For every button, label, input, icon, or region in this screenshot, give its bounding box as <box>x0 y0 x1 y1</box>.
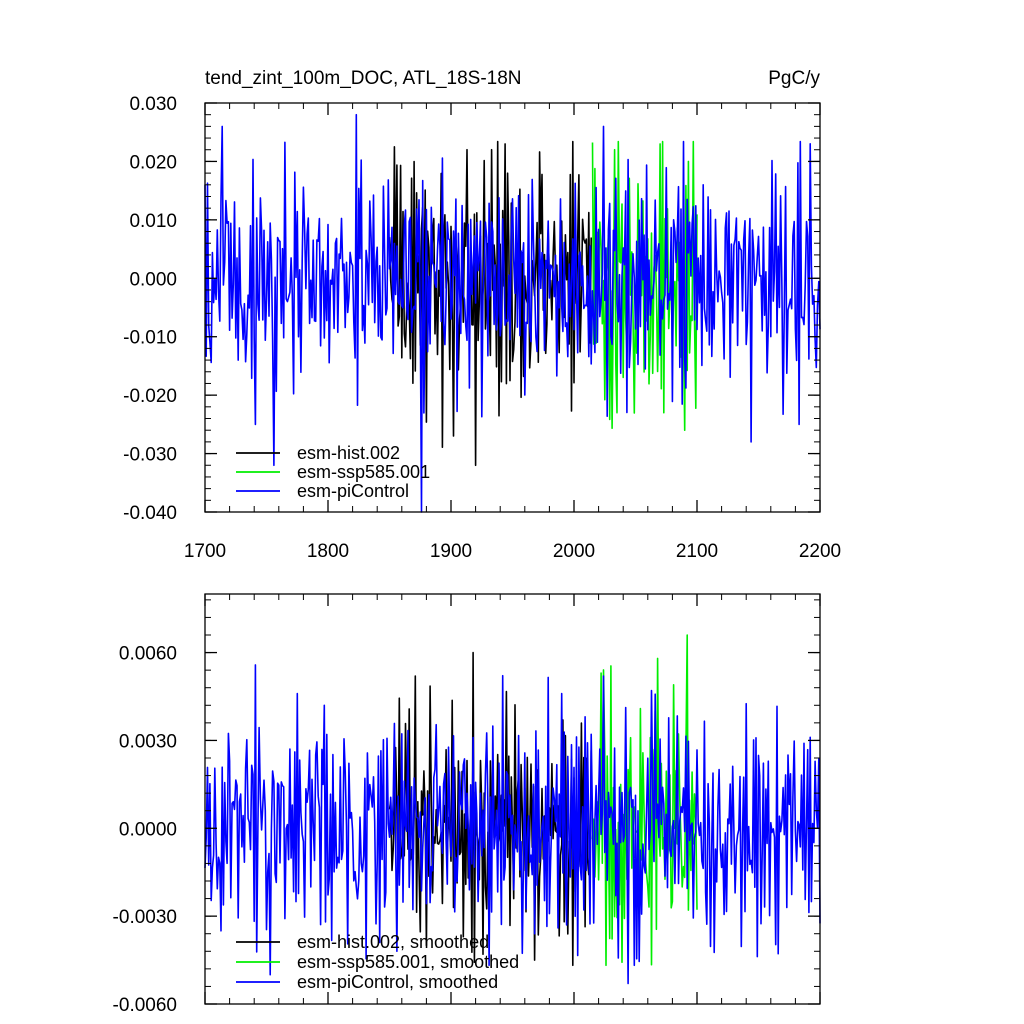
legend-label: esm-hist.002, smoothed <box>297 932 489 952</box>
units-label: PgC/y <box>768 68 820 89</box>
legend-label: esm-ssp585.001, smoothed <box>297 952 519 972</box>
y-tick-label: 0.0030 <box>119 731 177 752</box>
y-tick-label: -0.020 <box>123 386 177 407</box>
y-tick-label: 0.0060 <box>119 644 177 665</box>
y-tick-label: 0.000 <box>129 269 177 290</box>
y-tick-label: -0.010 <box>123 328 177 349</box>
plot-frame <box>204 102 821 513</box>
legend-label: esm-piControl <box>297 481 409 501</box>
y-tick-label: 0.030 <box>129 94 177 115</box>
y-tick-label: -0.040 <box>123 503 177 524</box>
y-tick-label: 0.020 <box>129 152 177 173</box>
y-tick-label: -0.030 <box>123 445 177 466</box>
series-line-esm-picontrol-smoothed <box>204 664 821 985</box>
x-tick-label: 2000 <box>553 541 595 562</box>
y-tick-label: 0.010 <box>129 211 177 232</box>
chart-title: tend_zint_100m_DOC, ATL_18S-18N <box>205 68 522 89</box>
y-tick-label: -0.0030 <box>113 907 177 928</box>
series-line-esm-ssp585-001-smoothed <box>591 634 698 967</box>
x-tick-label: 2100 <box>676 541 718 562</box>
bottom-series-group <box>204 634 821 985</box>
x-tick-label: 1800 <box>307 541 349 562</box>
top-axes: 0.030 0.020 0.010 0.000 -0.010 -0.020 -0.030 -0… <box>123 94 841 562</box>
legend-label: esm-hist.002 <box>297 443 400 463</box>
x-tick-label: 1700 <box>184 541 226 562</box>
legend-label: esm-piControl, smoothed <box>297 972 498 992</box>
plot-frame <box>204 593 821 1005</box>
legend-label: esm-ssp585.001 <box>297 462 430 482</box>
x-tick-label: 2200 <box>799 541 841 562</box>
x-tick-label: 1900 <box>430 541 472 562</box>
series-line-esm-picontrol <box>204 113 821 513</box>
top-panel: tend_zint_100m_DOC, ATL_18S-18N PgC/y 0.… <box>123 68 841 562</box>
bottom-panel: 0.0060 0.0030 0.0000 -0.0030 -0.0060 esm-his… <box>113 593 821 1016</box>
y-tick-label: -0.0060 <box>113 995 177 1016</box>
y-tick-label: 0.0000 <box>119 819 177 840</box>
top-series-group <box>204 113 821 513</box>
bottom-axes: 0.0060 0.0030 0.0000 -0.0030 -0.0060 <box>113 593 821 1016</box>
